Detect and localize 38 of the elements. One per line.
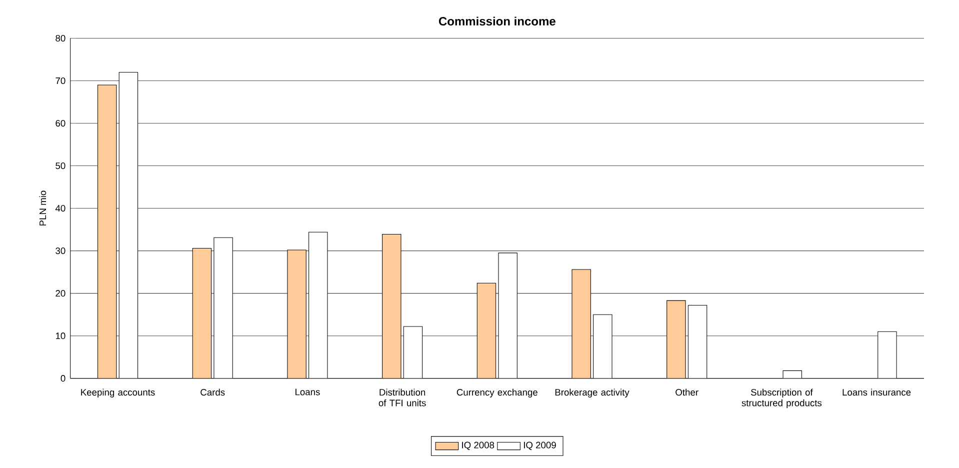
bar [593, 314, 612, 378]
bar [477, 283, 496, 378]
bar [878, 331, 897, 378]
bar [688, 304, 708, 378]
y-tick-label: 60 [56, 120, 66, 126]
y-tick-label: 40 [55, 204, 66, 212]
y-tick-label: 50 [56, 162, 66, 169]
y-axis-title: PLN mio [39, 190, 46, 226]
x-tick-label: Currency exchange [456, 388, 538, 398]
bar [192, 248, 212, 378]
bar [498, 252, 518, 378]
bar [308, 232, 328, 378]
x-tick-label: Loans insurance [842, 388, 911, 396]
bar [782, 370, 802, 378]
chart-title: Commission income [438, 16, 556, 26]
bar [118, 72, 138, 378]
x-tick-label: Subscription of structured products [742, 388, 822, 408]
bar [214, 237, 233, 378]
y-tick-label: 80 [56, 34, 66, 42]
y-tick-label: 10 [56, 332, 66, 340]
legend-label: IQ 2009 [524, 442, 556, 450]
y-tick-label: 30 [56, 247, 66, 254]
y-tick-label: 0 [60, 374, 66, 382]
bar [403, 326, 423, 378]
legend-label: IQ 2008 [462, 442, 494, 450]
bar [666, 300, 686, 378]
x-tick-label: Loans [296, 388, 320, 396]
bar [287, 250, 306, 378]
y-tick-label: 70 [56, 77, 66, 84]
y-tick-label: 20 [56, 290, 66, 297]
bar [572, 269, 591, 378]
x-tick-label: Brokerage activity [555, 388, 630, 398]
x-tick-label: Cards [200, 388, 225, 396]
x-tick-label: Keeping accounts [81, 388, 155, 398]
x-tick-label: Distribution of TFI units [378, 388, 426, 406]
x-tick-label: Other [676, 388, 698, 396]
bar [98, 84, 116, 378]
bar [382, 234, 401, 378]
